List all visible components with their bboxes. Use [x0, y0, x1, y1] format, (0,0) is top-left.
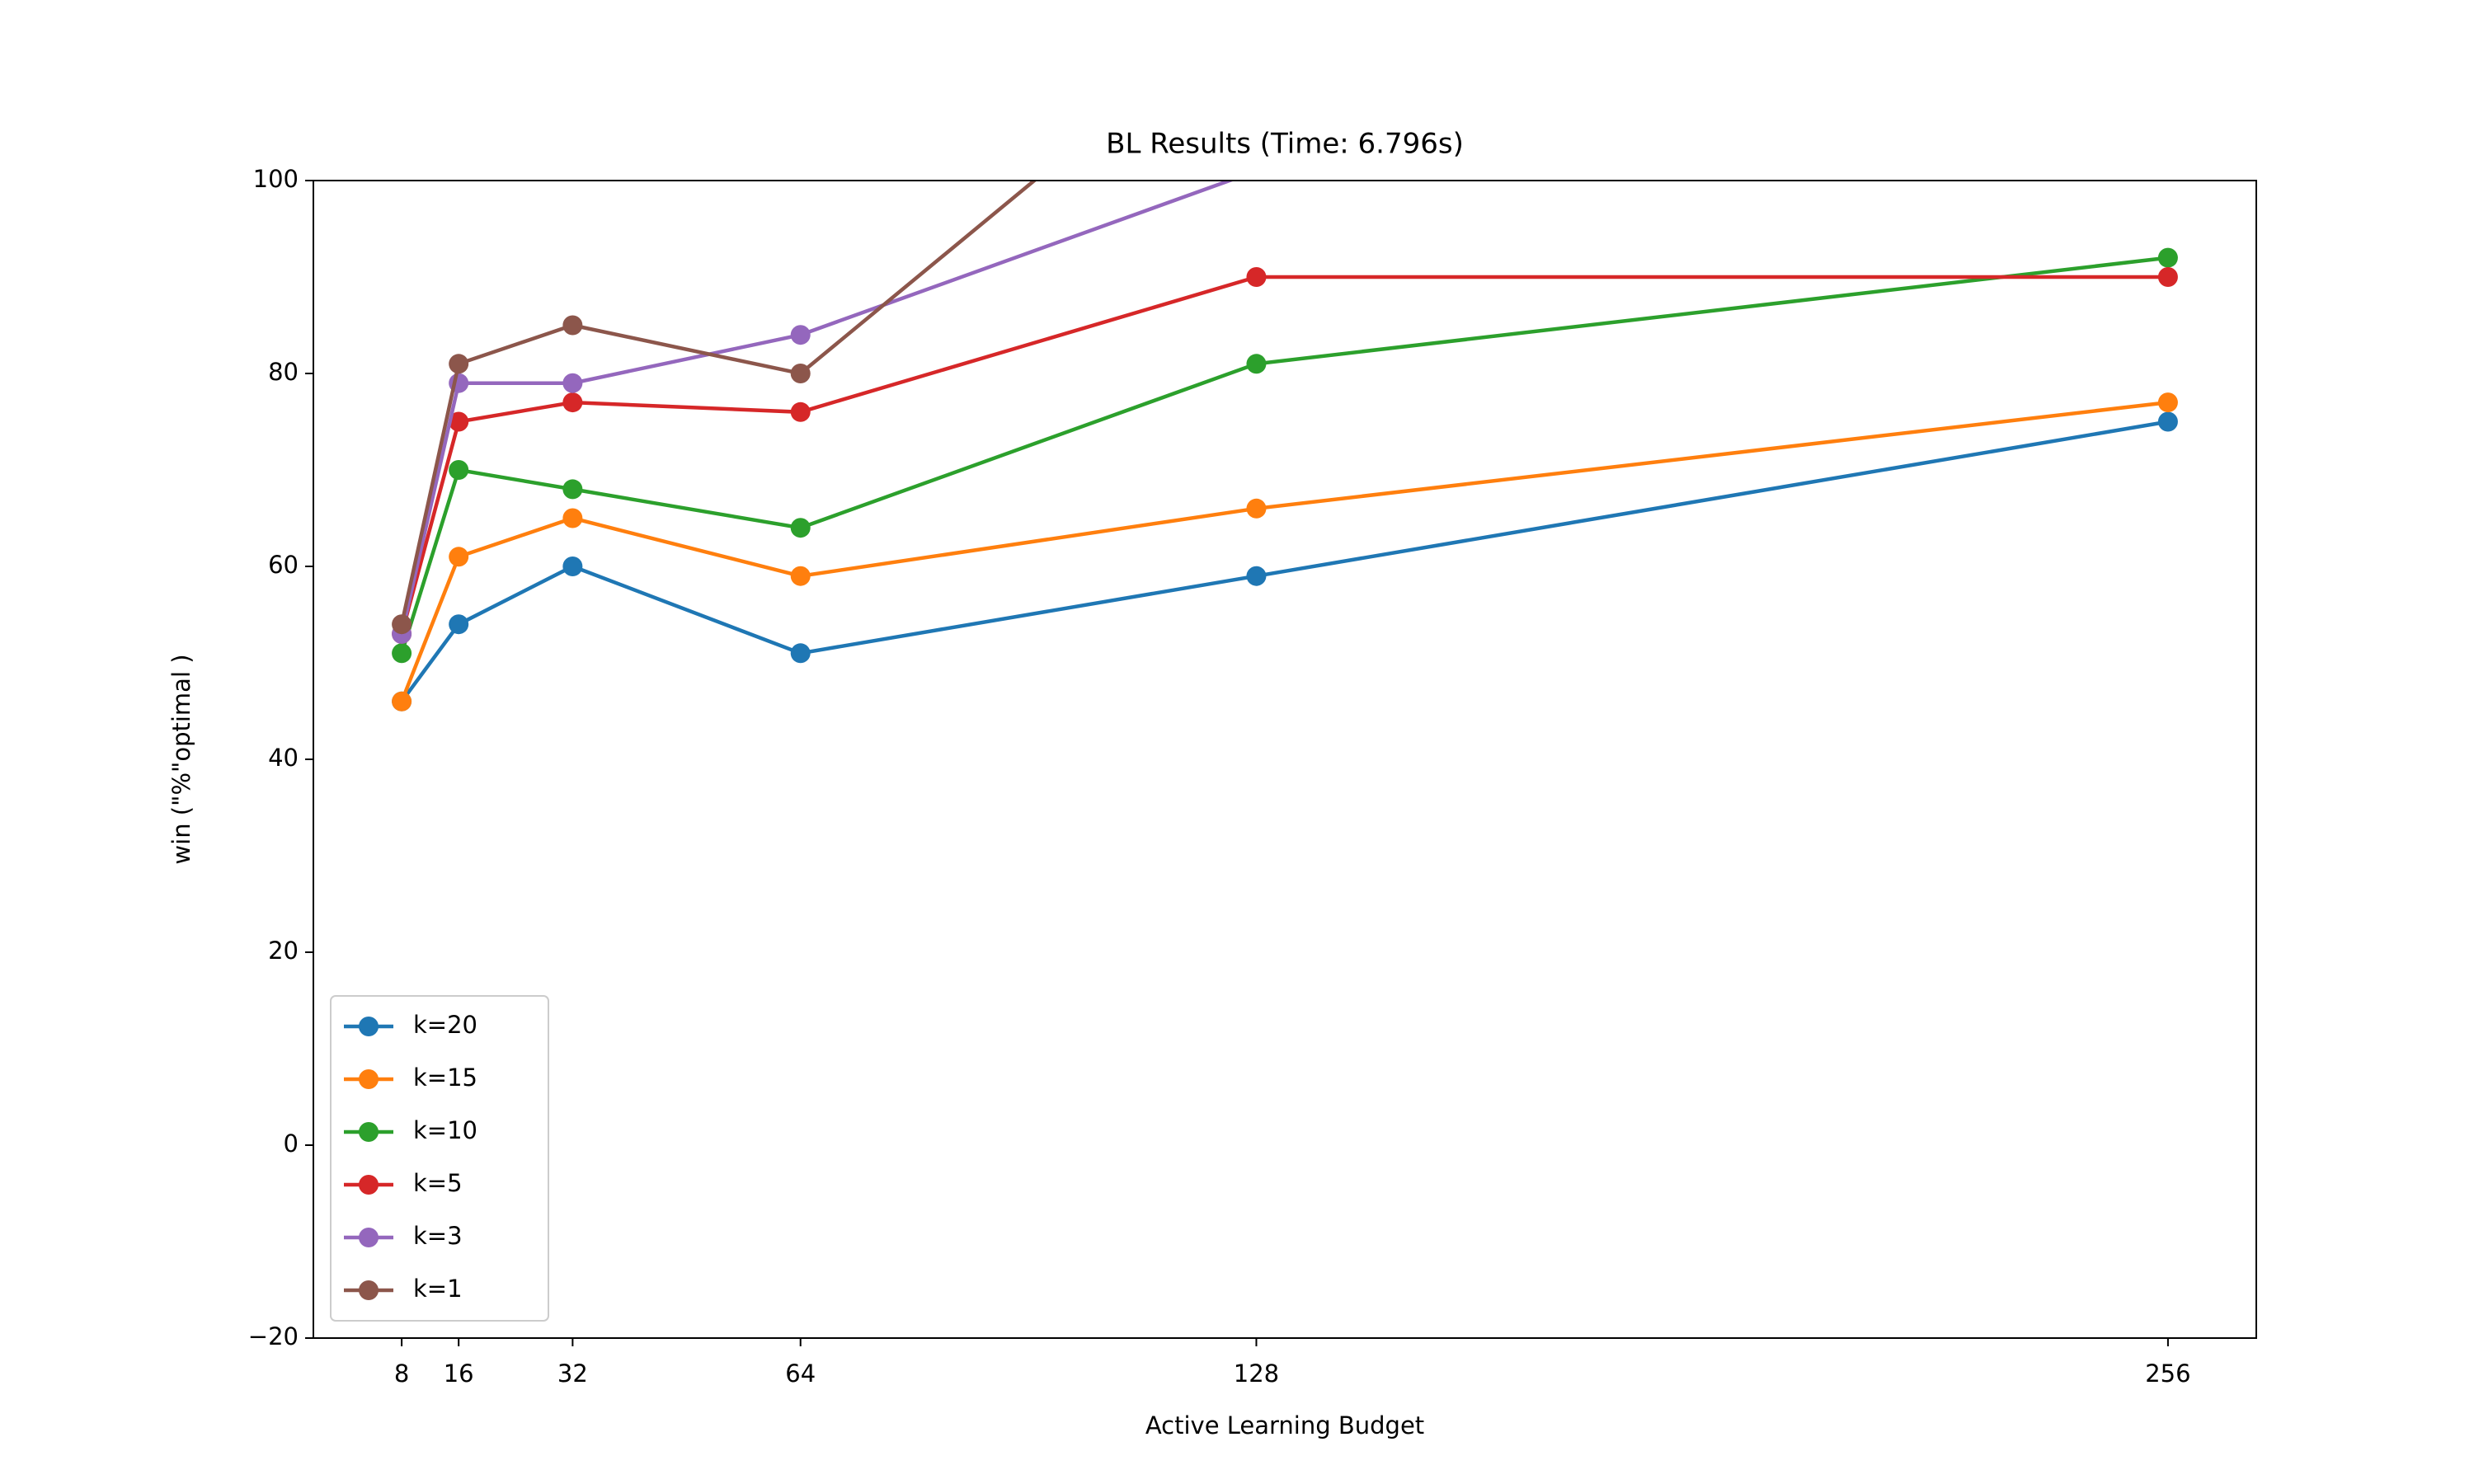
marker: [790, 643, 811, 664]
legend-marker: [359, 1280, 379, 1300]
marker: [449, 354, 469, 374]
plot-area: [392, 181, 2178, 711]
x-tick-label: 256: [2145, 1360, 2190, 1388]
legend-label: k=10: [413, 1116, 477, 1144]
y-tick-label: 0: [284, 1129, 299, 1158]
y-tick-label: 100: [253, 165, 299, 193]
y-tick-label: −20: [248, 1322, 299, 1350]
chart-title: BL Results (Time: 6.796s): [1106, 128, 1464, 161]
x-tick-label: 64: [785, 1360, 816, 1388]
marker: [562, 315, 583, 336]
x-tick-label: 32: [557, 1360, 588, 1388]
marker: [790, 566, 811, 586]
marker: [1246, 498, 1267, 519]
legend-marker: [359, 1069, 379, 1089]
marker: [790, 518, 811, 538]
y-tick-label: 80: [268, 358, 299, 386]
series-line: [399, 181, 1037, 625]
marker: [562, 479, 583, 500]
y-tick-label: 20: [268, 937, 299, 965]
y-tick-label: 60: [268, 551, 299, 579]
y-axis-label: win ("%"optimal ): [167, 654, 195, 864]
marker: [392, 614, 412, 635]
legend-marker: [359, 1175, 379, 1195]
marker: [790, 325, 811, 345]
marker: [1246, 354, 1267, 374]
legend-label: k=20: [413, 1011, 477, 1039]
marker: [449, 547, 469, 567]
x-tick-label: 128: [1234, 1360, 1279, 1388]
series-line: [399, 256, 2169, 654]
marker: [392, 643, 412, 664]
series-line: [399, 400, 2169, 702]
marker: [562, 373, 583, 393]
marker: [449, 614, 469, 635]
marker: [2157, 267, 2178, 287]
marker: [562, 508, 583, 528]
legend-label: k=5: [413, 1169, 463, 1197]
marker: [2157, 392, 2178, 413]
marker: [790, 364, 811, 383]
marker: [2157, 411, 2178, 432]
marker: [790, 402, 811, 422]
series-line: [399, 181, 1235, 635]
series-line: [400, 420, 2169, 703]
legend-label: k=1: [413, 1275, 463, 1303]
marker: [1246, 267, 1267, 287]
marker: [392, 691, 412, 711]
legend-label: k=3: [413, 1222, 463, 1250]
marker: [2157, 247, 2178, 268]
legend-box: [330, 995, 549, 1322]
legend-label: k=15: [413, 1064, 477, 1092]
series-line: [399, 275, 2168, 635]
marker: [449, 460, 469, 480]
marker: [562, 556, 583, 576]
x-tick-label: 8: [394, 1360, 409, 1388]
legend-marker: [359, 1228, 379, 1247]
x-tick-label: 16: [444, 1360, 474, 1388]
marker: [562, 392, 583, 413]
marker: [1246, 566, 1267, 586]
legend-marker: [359, 1017, 379, 1036]
x-axis-label: Active Learning Budget: [1145, 1411, 1424, 1439]
marker: [449, 411, 469, 432]
legend-marker: [359, 1122, 379, 1142]
y-tick-label: 40: [268, 744, 299, 772]
